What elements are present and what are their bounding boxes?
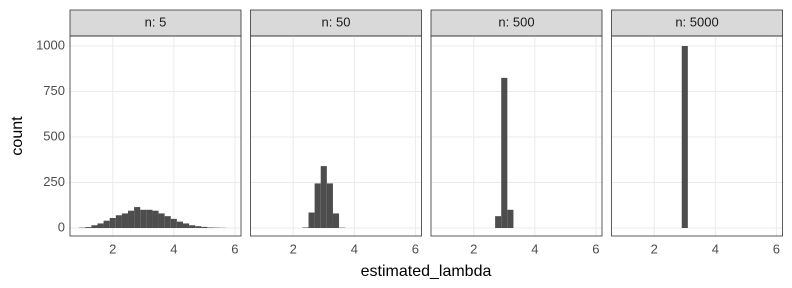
x-tick-label: 6: [592, 241, 599, 256]
strip-label: n: 500: [498, 14, 534, 29]
bar: [128, 210, 135, 228]
bar: [332, 213, 340, 228]
panel-border: [69, 35, 242, 237]
x-tick-label: 4: [170, 241, 177, 256]
bar: [115, 215, 122, 228]
y-axis-label: count: [9, 116, 26, 156]
bar: [146, 209, 153, 228]
panel-border: [611, 35, 783, 237]
strip: [611, 9, 783, 37]
bar: [207, 227, 214, 228]
bar: [302, 227, 309, 228]
bar: [97, 223, 104, 228]
bar: [182, 223, 190, 228]
x-tick-label: 2: [470, 241, 477, 256]
x-tick-label: 4: [351, 241, 358, 256]
bar: [121, 213, 129, 228]
x-tick-label: 2: [109, 241, 116, 256]
x-tick-label: 4: [712, 241, 719, 256]
x-tick-label: 6: [412, 241, 419, 256]
bar: [320, 166, 327, 228]
bar: [495, 216, 502, 228]
bar: [103, 220, 110, 228]
bar: [85, 227, 92, 228]
y-tick-label: 250: [43, 174, 65, 189]
bar: [176, 221, 183, 228]
bar: [158, 213, 165, 228]
bar: [326, 183, 333, 228]
bar: [91, 225, 98, 228]
bar: [189, 225, 196, 228]
bar: [170, 218, 177, 228]
y-tick-label: 0: [58, 219, 65, 234]
bar: [134, 207, 141, 228]
bar: [308, 212, 315, 228]
x-tick-label: 2: [290, 241, 297, 256]
bar: [201, 226, 208, 228]
x-tick-label: 6: [231, 241, 238, 256]
bar: [314, 183, 321, 228]
bar: [507, 209, 514, 228]
y-tick-label: 750: [43, 83, 65, 98]
x-tick-label: 4: [531, 241, 538, 256]
panel-border: [430, 35, 603, 237]
bar: [152, 210, 159, 228]
x-axis-label: estimated_lambda: [361, 263, 492, 280]
strip-label: n: 5000: [675, 14, 718, 29]
y-tick-label: 1000: [36, 37, 65, 52]
x-tick-label: 2: [651, 241, 658, 256]
y-tick-label: 500: [43, 128, 65, 143]
panel-border: [250, 35, 422, 237]
x-tick-label: 6: [773, 241, 780, 256]
strip-label: n: 5: [145, 14, 167, 29]
bar: [140, 209, 147, 228]
strip-label: n: 50: [322, 14, 351, 29]
bar: [195, 226, 202, 228]
strip: [69, 9, 242, 37]
bar: [109, 217, 116, 228]
bar: [164, 216, 171, 228]
bar: [501, 77, 508, 228]
bar: [681, 46, 688, 228]
